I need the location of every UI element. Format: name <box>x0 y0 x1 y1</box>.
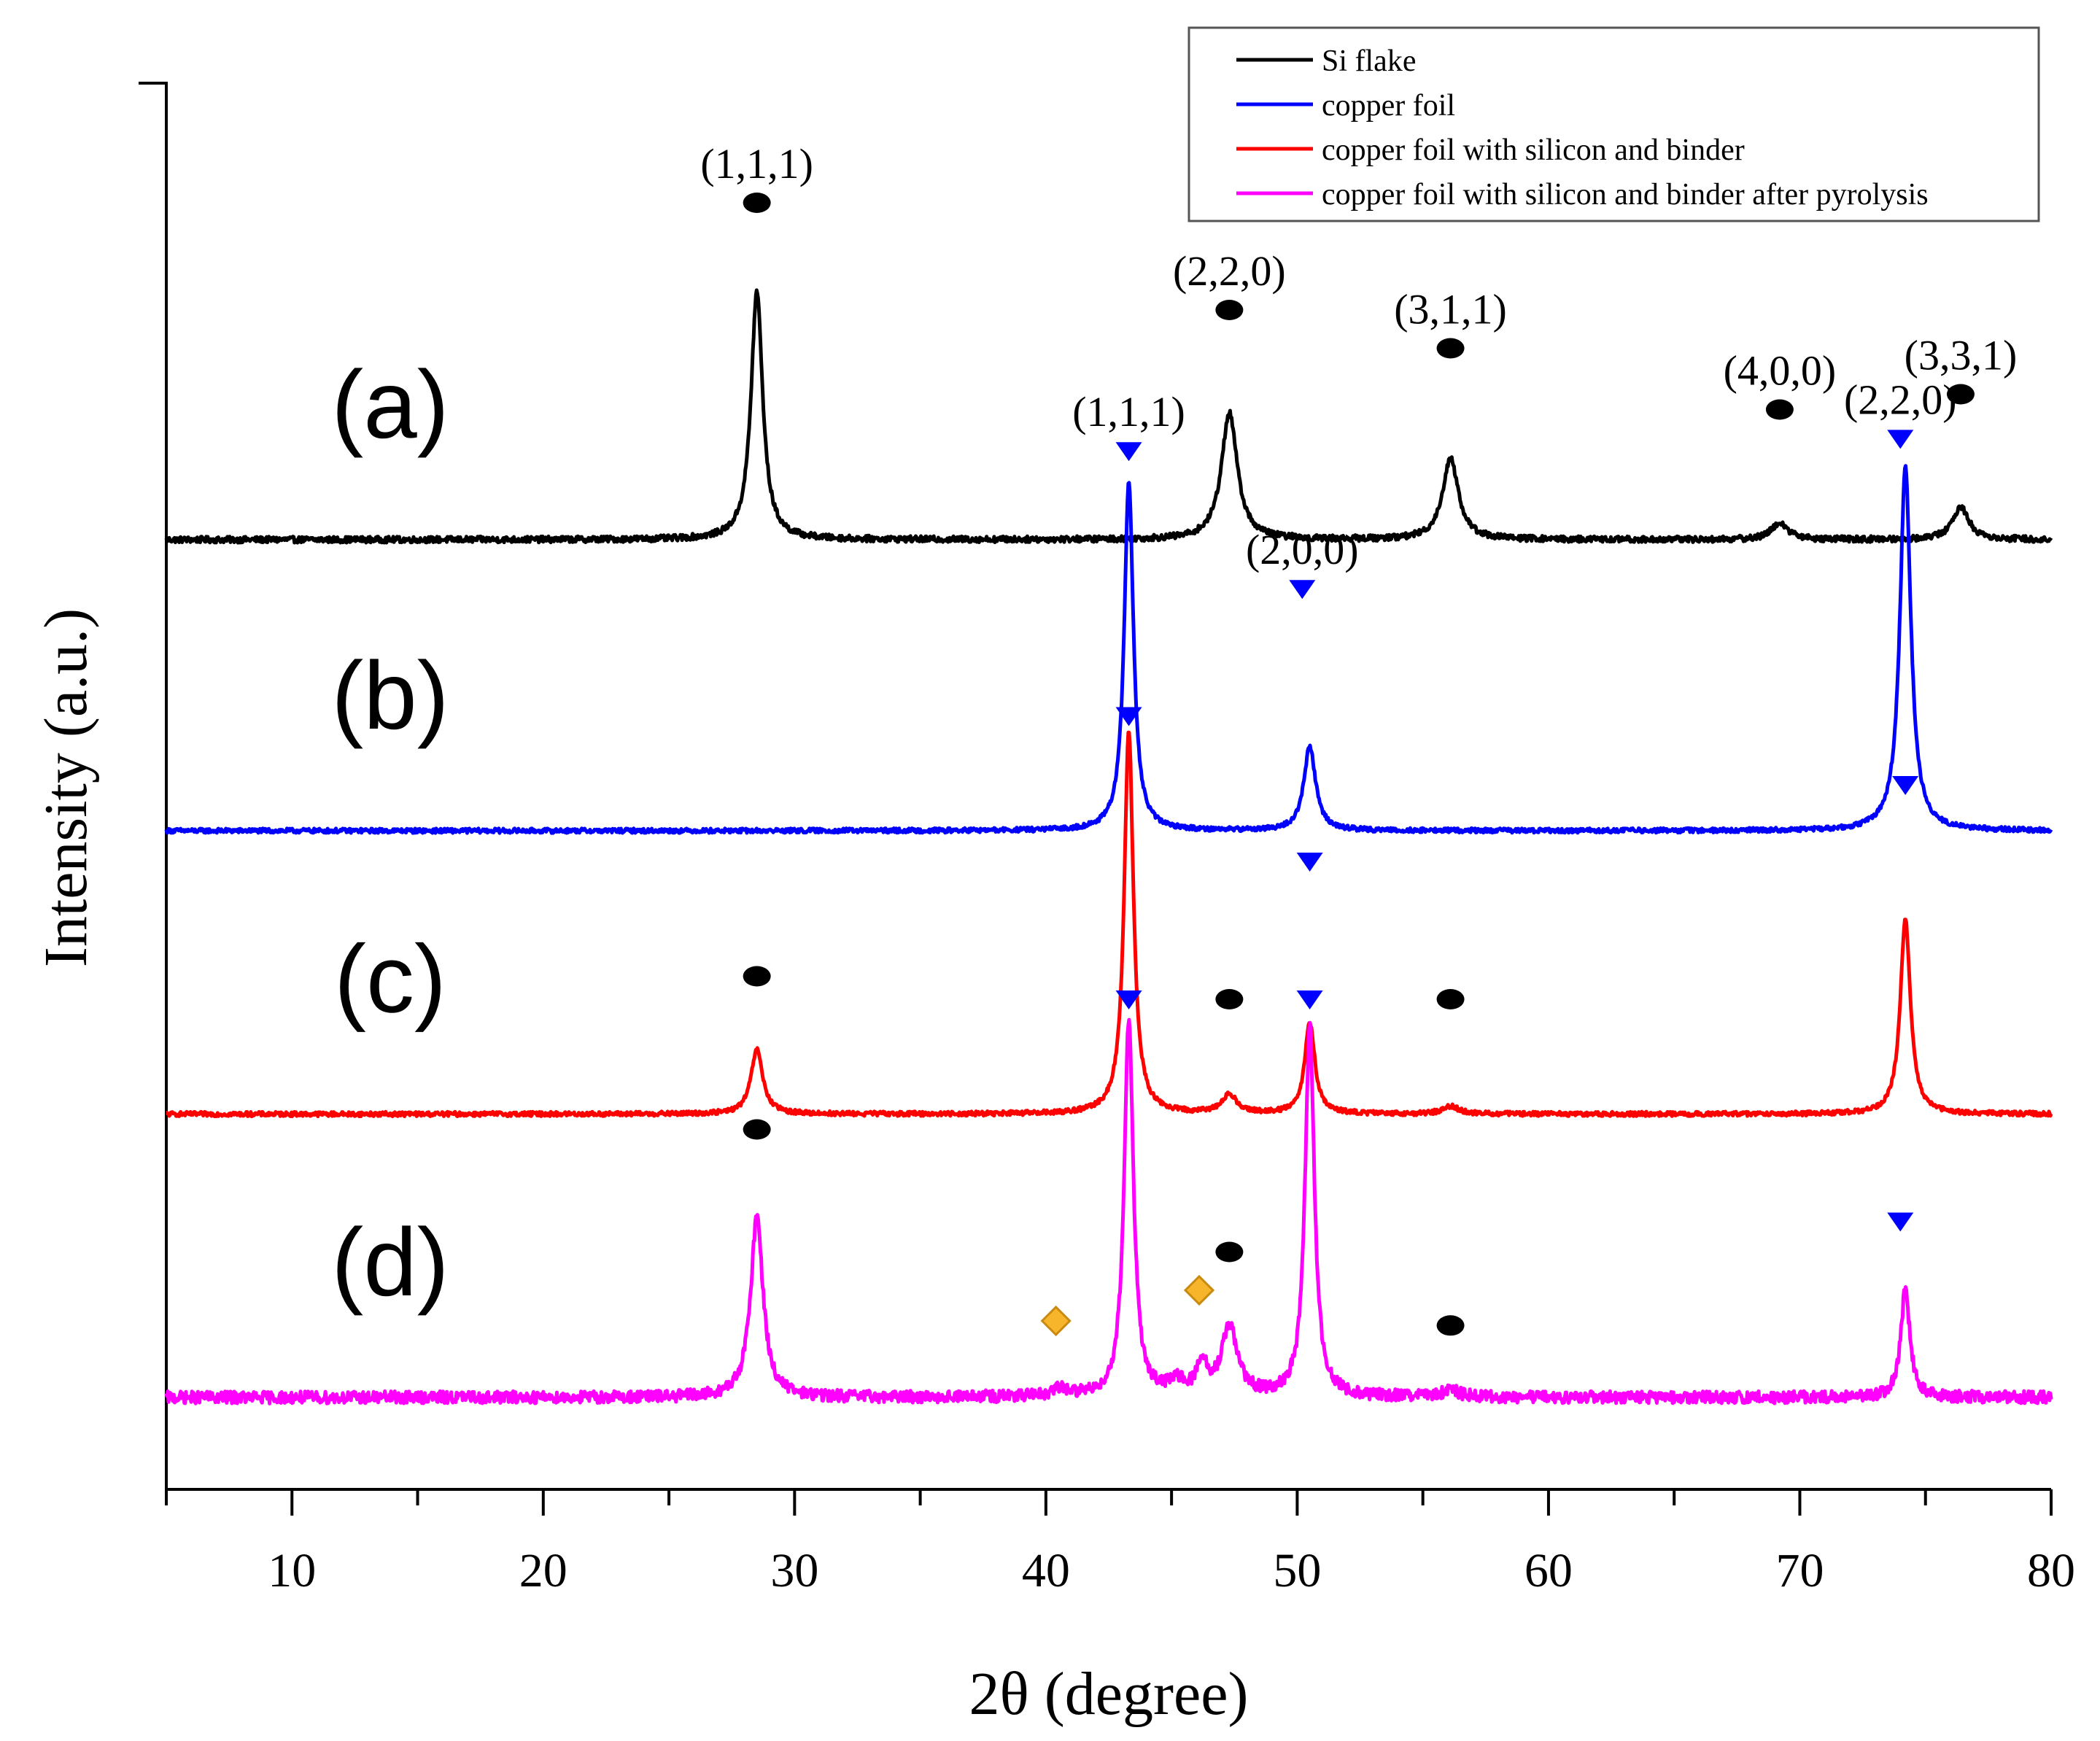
series-line-3 <box>165 730 2053 1119</box>
panel-label-c: (c) <box>334 926 446 1033</box>
panel-label-d: (d) <box>331 1209 449 1316</box>
si-peak-marker <box>1215 300 1244 320</box>
cu-peak-marker <box>1115 990 1142 1009</box>
x-tick-label-10: 10 <box>268 1544 316 1597</box>
x-tick-label-30: 30 <box>770 1544 818 1597</box>
x-tick-label-70: 70 <box>1775 1544 1824 1597</box>
carbide-peak-marker <box>1040 1305 1072 1337</box>
legend-label-3: copper foil with silicon and binder <box>1322 133 1745 167</box>
si-peak-marker <box>743 193 771 213</box>
cu-peak-marker <box>1296 990 1323 1009</box>
si-peak-marker <box>1436 338 1465 359</box>
si-peak-marker <box>1215 989 1244 1009</box>
cu-peak-marker <box>1887 1212 1914 1232</box>
si-peak-marker <box>1436 989 1465 1009</box>
panel-label-b: (b) <box>331 642 449 749</box>
y-axis-title: Intensity (a.u.) <box>32 608 100 967</box>
hkl-label: (1,1,1) <box>700 140 813 187</box>
axes: 10 20 30 40 50 60 70 80 <box>139 82 2075 1597</box>
x-tick-label-80: 80 <box>2027 1544 2075 1597</box>
x-tick-label-60: 60 <box>1524 1544 1573 1597</box>
cu-peak-marker <box>1887 430 1914 449</box>
legend-box <box>1187 26 2040 222</box>
si-peak-marker <box>1215 1241 1244 1263</box>
series-line-2 <box>164 464 2053 835</box>
series-line-1 <box>164 288 2053 545</box>
si-peak-marker <box>1946 384 1975 405</box>
x-ticks: 10 20 30 40 50 60 70 80 <box>165 1489 2075 1597</box>
cu-peak-marker <box>1115 442 1142 462</box>
hkl-label: (2,2,0) <box>1844 376 1957 423</box>
si-peak-marker <box>743 966 771 987</box>
legend-label-4: copper foil with silicon and binder afte… <box>1322 178 1929 212</box>
hkl-label: (4,0,0) <box>1724 347 1837 395</box>
x-tick-label-50: 50 <box>1273 1544 1321 1597</box>
legend-items: Si flake copper foil copper foil with sili… <box>1236 44 1929 212</box>
cu-peak-marker <box>1296 853 1323 872</box>
si-peak-marker <box>1436 1315 1465 1336</box>
cu-peak-marker <box>1115 707 1142 726</box>
legend-label-1: Si flake <box>1322 44 1416 78</box>
cu-peak-marker <box>1289 580 1316 600</box>
x-axis-title: 2θ (degree) <box>969 1660 1248 1728</box>
hkl-label: (3,1,1) <box>1394 286 1507 333</box>
x-tick-label-40: 40 <box>1022 1544 1070 1597</box>
hkl-label: (1,1,1) <box>1072 388 1185 435</box>
legend: Si flake copper foil copper foil with sili… <box>1187 26 2040 222</box>
hkl-label: (3,3,1) <box>1905 332 2018 379</box>
marker-layer: (1,1,1) (2,2,0) (3,1,1) (4,0,0) (3,3,1) (1,1,… <box>700 140 2018 1337</box>
panel-label-layer: (a) (b) (c) (d) <box>331 351 449 1316</box>
cu-peak-marker <box>1892 776 1919 795</box>
series-line-4 <box>164 1017 2053 1405</box>
series-layer <box>164 288 2053 1405</box>
carbide-peak-marker <box>1183 1274 1215 1306</box>
si-peak-marker <box>1765 399 1794 420</box>
x-tick-label-20: 20 <box>519 1544 567 1597</box>
hkl-label: (2,0,0) <box>1246 526 1359 573</box>
legend-label-2: copper foil <box>1322 89 1455 123</box>
si-peak-marker <box>743 1119 771 1140</box>
panel-label-a: (a) <box>331 351 449 458</box>
hkl-label: (2,2,0) <box>1173 247 1286 295</box>
